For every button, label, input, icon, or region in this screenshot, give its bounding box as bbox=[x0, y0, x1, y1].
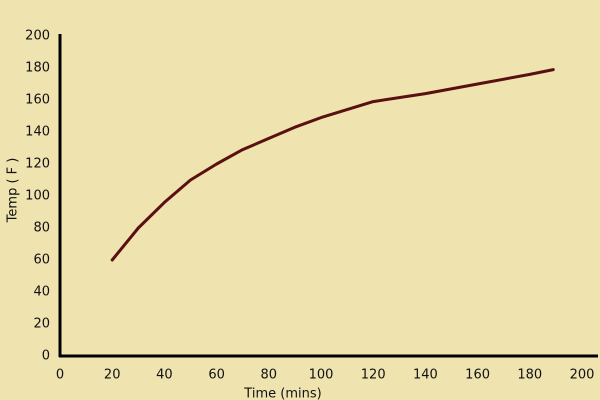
y-tick-label: 140 bbox=[25, 125, 50, 140]
y-tick-label: 0 bbox=[42, 349, 50, 364]
x-axis-label: Time (mins) bbox=[243, 387, 321, 400]
x-tick-label: 160 bbox=[465, 368, 490, 383]
x-tick-label: 200 bbox=[570, 368, 595, 383]
x-tick-label: 80 bbox=[261, 368, 278, 383]
x-tick-label: 180 bbox=[517, 368, 542, 383]
y-tick-label: 60 bbox=[33, 253, 50, 268]
y-tick-label: 160 bbox=[25, 93, 50, 108]
y-tick-label: 120 bbox=[25, 157, 50, 172]
y-tick-label: 80 bbox=[33, 221, 50, 236]
y-tick-label: 180 bbox=[25, 61, 50, 76]
y-tick-label: 100 bbox=[25, 189, 50, 204]
line bbox=[110, 68, 555, 262]
x-tick-label: 60 bbox=[208, 368, 225, 383]
x-tick-label: 140 bbox=[413, 368, 438, 383]
y-axis-label: Temp ( F ) bbox=[6, 158, 21, 224]
x-tick-label: 120 bbox=[361, 368, 386, 383]
x-tick-label: 40 bbox=[156, 368, 173, 383]
y-tick-label: 200 bbox=[25, 29, 50, 44]
x-tick-label: 100 bbox=[309, 368, 334, 383]
x-tick-label: 0 bbox=[56, 368, 64, 383]
y-tick-label: 40 bbox=[33, 285, 50, 300]
x-tick-label: 20 bbox=[104, 368, 121, 383]
y-tick-label: 20 bbox=[33, 317, 50, 332]
